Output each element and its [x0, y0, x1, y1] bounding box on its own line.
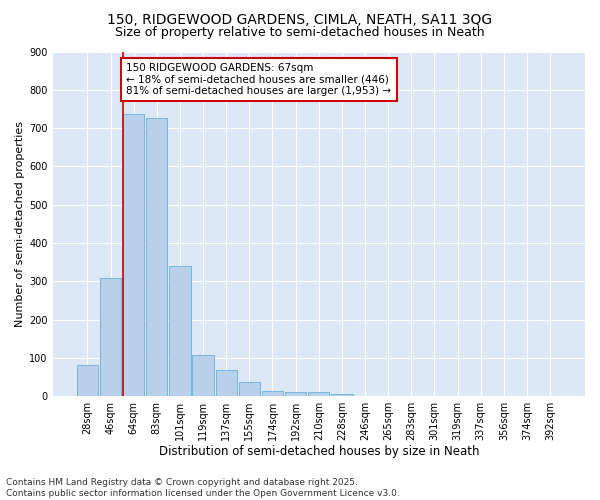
X-axis label: Distribution of semi-detached houses by size in Neath: Distribution of semi-detached houses by … [158, 444, 479, 458]
Bar [262, 391, 283, 396]
Bar [169, 266, 191, 396]
Bar [77, 364, 98, 396]
Text: Size of property relative to semi-detached houses in Neath: Size of property relative to semi-detach… [115, 26, 485, 39]
Bar [285, 392, 306, 396]
Text: 150 RIDGEWOOD GARDENS: 67sqm
← 18% of semi-detached houses are smaller (446)
81%: 150 RIDGEWOOD GARDENS: 67sqm ← 18% of se… [127, 63, 392, 96]
Bar [331, 394, 353, 396]
Bar [215, 370, 237, 396]
Bar [308, 392, 329, 396]
Text: 150, RIDGEWOOD GARDENS, CIMLA, NEATH, SA11 3QG: 150, RIDGEWOOD GARDENS, CIMLA, NEATH, SA… [107, 12, 493, 26]
Y-axis label: Number of semi-detached properties: Number of semi-detached properties [15, 121, 25, 327]
Text: Contains HM Land Registry data © Crown copyright and database right 2025.
Contai: Contains HM Land Registry data © Crown c… [6, 478, 400, 498]
Bar [100, 278, 121, 396]
Bar [146, 118, 167, 396]
Bar [239, 382, 260, 396]
Bar [193, 355, 214, 396]
Bar [123, 114, 144, 396]
